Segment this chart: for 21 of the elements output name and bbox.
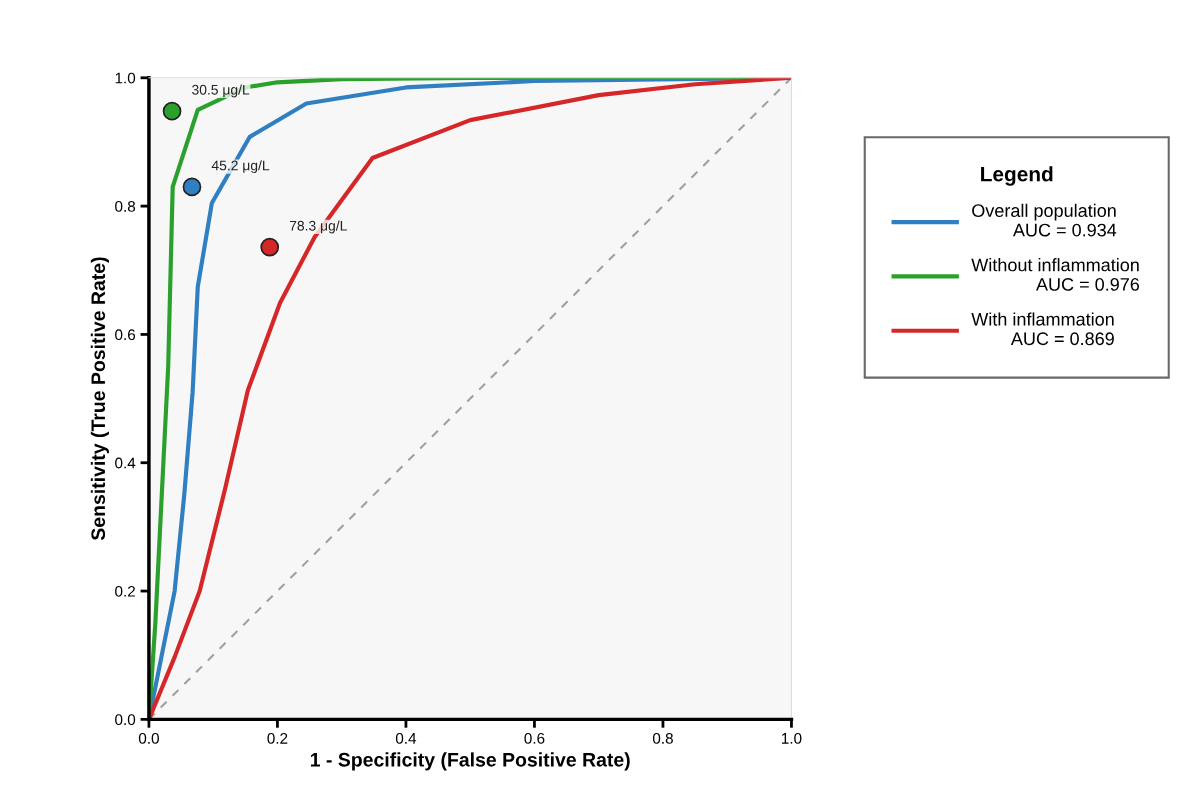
- y-tick-label: 0.8: [115, 200, 136, 212]
- x-tick-label: 0.0: [138, 732, 159, 744]
- y-tick-label: 0.0: [115, 714, 136, 726]
- annotation: 45.2 μg/L: [211, 160, 270, 174]
- y-axis-title: Sensitivity (True Positive Rate): [90, 257, 109, 541]
- annotation: 30.5 μg/L: [192, 84, 250, 98]
- legend-label: With inflammation AUC = 0.869: [971, 312, 1114, 346]
- annotation: 78.3 μg/L: [289, 220, 347, 234]
- x-tick-label: 0.6: [524, 732, 545, 744]
- legend-title: Legend: [981, 166, 1053, 186]
- x-tick-label: 0.2: [267, 732, 288, 744]
- y-tick-label: 1.0: [115, 72, 136, 84]
- x-tick-label: 1.0: [782, 732, 802, 744]
- y-tick-label: 0.2: [115, 585, 135, 597]
- legend-label: Overall population AUC = 0.934: [972, 203, 1117, 237]
- y-tick-label: 0.6: [115, 329, 136, 341]
- legend-label: Without inflammation AUC = 0.976: [971, 258, 1140, 291]
- x-tick-label: 0.4: [395, 732, 417, 744]
- x-tick-label: 0.8: [652, 732, 673, 744]
- y-tick-label: 0.4: [115, 457, 136, 469]
- x-axis-title: 1 - Specificity (False Positive Rate): [310, 752, 630, 771]
